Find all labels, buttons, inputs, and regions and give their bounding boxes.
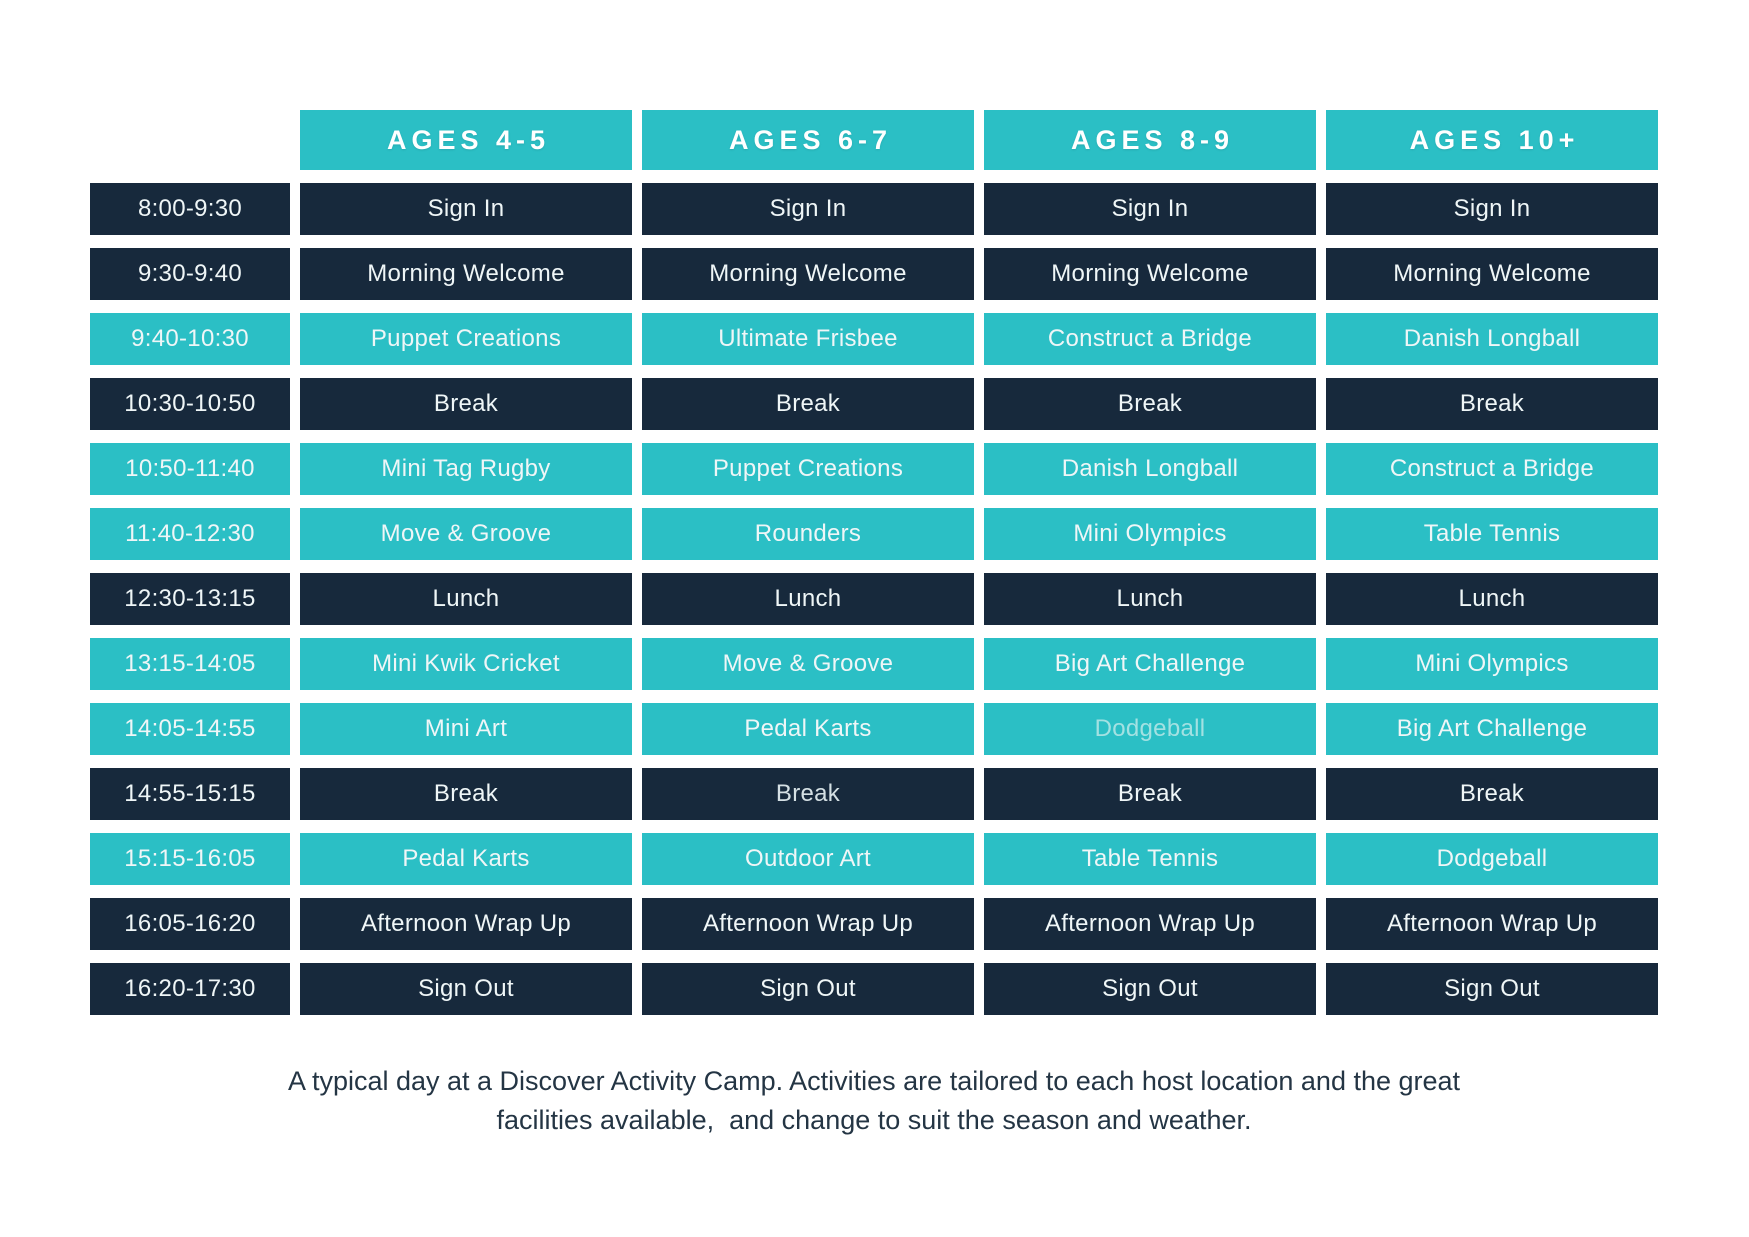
activity-cell: Big Art Challenge (984, 638, 1316, 690)
time-cell: 10:30-10:50 (90, 378, 290, 430)
activity-cell: Break (984, 768, 1316, 820)
activity-cell: Break (1326, 378, 1658, 430)
activity-cell: Sign Out (1326, 963, 1658, 1015)
activity-cell: Morning Welcome (1326, 248, 1658, 300)
activity-cell: Puppet Creations (300, 313, 632, 365)
time-cell: 16:05-16:20 (90, 898, 290, 950)
activity-cell: Dodgeball (1326, 833, 1658, 885)
activity-cell: Afternoon Wrap Up (642, 898, 974, 950)
activity-cell: Outdoor Art (642, 833, 974, 885)
age-group-header-4: AGES 10+ (1326, 110, 1658, 170)
activity-cell: Mini Tag Rugby (300, 443, 632, 495)
time-cell: 14:55-15:15 (90, 768, 290, 820)
activity-cell: Break (300, 378, 632, 430)
activity-cell: Sign In (300, 183, 632, 235)
activity-cell: Break (300, 768, 632, 820)
activity-cell: Pedal Karts (642, 703, 974, 755)
activity-cell: Morning Welcome (642, 248, 974, 300)
activity-cell: Afternoon Wrap Up (984, 898, 1316, 950)
activity-cell: Danish Longball (984, 443, 1316, 495)
activity-cell: Morning Welcome (300, 248, 632, 300)
activity-cell: Afternoon Wrap Up (300, 898, 632, 950)
activity-cell: Break (984, 378, 1316, 430)
activity-cell: Sign Out (984, 963, 1316, 1015)
activity-cell: Mini Art (300, 703, 632, 755)
age-group-header-2: AGES 6-7 (642, 110, 974, 170)
schedule-table: AGES 4-5 AGES 6-7 AGES 8-9 AGES 10+ 8:00-9:3… (90, 110, 1658, 1015)
activity-cell: Lunch (300, 573, 632, 625)
activity-cell: Puppet Creations (642, 443, 974, 495)
activity-cell: Move & Groove (300, 508, 632, 560)
time-cell: 14:05-14:55 (90, 703, 290, 755)
activity-cell: Table Tennis (1326, 508, 1658, 560)
activity-cell: Morning Welcome (984, 248, 1316, 300)
activity-cell: Sign In (1326, 183, 1658, 235)
header-corner-spacer (90, 110, 290, 170)
activity-cell: Construct a Bridge (1326, 443, 1658, 495)
time-cell: 10:50-11:40 (90, 443, 290, 495)
activity-cell: Dodgeball (984, 703, 1316, 755)
activity-cell: Sign Out (300, 963, 632, 1015)
activity-cell: Danish Longball (1326, 313, 1658, 365)
caption-line-2: facilities available, and change to suit… (496, 1105, 1252, 1136)
activity-cell: Mini Kwik Cricket (300, 638, 632, 690)
activity-cell: Sign In (984, 183, 1316, 235)
activity-cell: Lunch (1326, 573, 1658, 625)
activity-cell: Afternoon Wrap Up (1326, 898, 1658, 950)
activity-cell: Break (642, 768, 974, 820)
activity-cell: Lunch (984, 573, 1316, 625)
caption-line-1: A typical day at a Discover Activity Cam… (287, 1066, 1461, 1096)
activity-cell: Rounders (642, 508, 974, 560)
activity-cell: Lunch (642, 573, 974, 625)
time-cell: 16:20-17:30 (90, 963, 290, 1015)
time-cell: 15:15-16:05 (90, 833, 290, 885)
activity-cell: Break (642, 378, 974, 430)
caption: A typical day at a Discover Activity Cam… (90, 1062, 1658, 1140)
activity-cell: Break (1326, 768, 1658, 820)
activity-cell: Pedal Karts (300, 833, 632, 885)
time-cell: 12:30-13:15 (90, 573, 290, 625)
activity-cell: Move & Groove (642, 638, 974, 690)
activity-cell: Table Tennis (984, 833, 1316, 885)
time-cell: 13:15-14:05 (90, 638, 290, 690)
time-cell: 11:40-12:30 (90, 508, 290, 560)
age-group-header-1: AGES 4-5 (300, 110, 632, 170)
time-cell: 9:30-9:40 (90, 248, 290, 300)
time-cell: 9:40-10:30 (90, 313, 290, 365)
activity-cell: Sign Out (642, 963, 974, 1015)
time-cell: 8:00-9:30 (90, 183, 290, 235)
activity-cell: Big Art Challenge (1326, 703, 1658, 755)
activity-cell: Mini Olympics (984, 508, 1316, 560)
activity-cell: Ultimate Frisbee (642, 313, 974, 365)
age-group-header-3: AGES 8-9 (984, 110, 1316, 170)
activity-cell: Construct a Bridge (984, 313, 1316, 365)
activity-cell: Sign In (642, 183, 974, 235)
activity-cell: Mini Olympics (1326, 638, 1658, 690)
